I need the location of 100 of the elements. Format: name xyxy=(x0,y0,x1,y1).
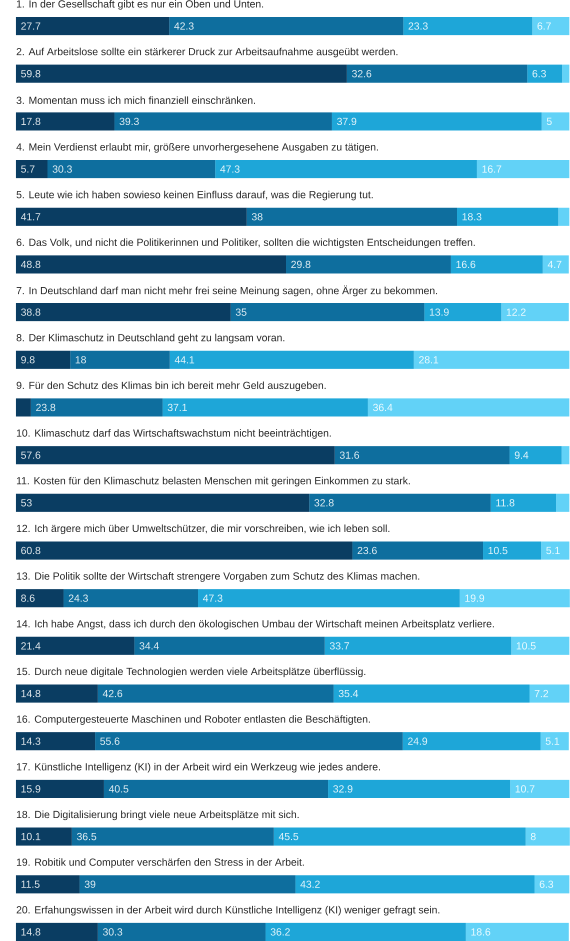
data-label: 37.1 xyxy=(168,404,187,412)
bar xyxy=(541,541,570,560)
bar xyxy=(368,398,570,417)
bar xyxy=(490,494,556,512)
bar xyxy=(16,828,72,846)
data-label: 5 xyxy=(546,118,552,125)
bar xyxy=(169,16,404,36)
bar xyxy=(286,255,451,274)
bar xyxy=(198,589,460,608)
data-label: 6.3 xyxy=(532,70,546,78)
bar xyxy=(64,589,198,608)
y-tick-label: 6. Das Volk, und nicht die Politikerinnen und Politiker, sollten die wichtigsten Entscheidungen treffen. xyxy=(16,238,475,248)
data-label: 18.3 xyxy=(462,213,482,220)
y-tick-label: 8. Der Klimaschutz in Deutschland geht zu langsam voran. xyxy=(16,334,284,344)
data-label: 42.6 xyxy=(102,690,122,698)
data-label: 9.8 xyxy=(21,356,35,364)
bar xyxy=(532,16,570,36)
bar xyxy=(16,64,347,83)
y-tick-label: 19. Robitik und Computer verschärfen den Stress in der Arbeit. xyxy=(16,858,304,868)
data-label: 59.8 xyxy=(21,70,40,78)
bar xyxy=(16,398,31,417)
y-tick-label: 7. In Deutschland darf man nicht mehr frei seine Meinung sagen, ohne Ärger zu bekommen. xyxy=(16,286,438,296)
data-label: 38.8 xyxy=(21,308,40,316)
bar xyxy=(328,780,510,798)
bar xyxy=(16,160,48,178)
bar xyxy=(16,112,115,130)
bar xyxy=(402,732,541,750)
data-label: 45.5 xyxy=(278,832,298,840)
bar xyxy=(510,446,562,464)
bar xyxy=(540,732,569,750)
bar xyxy=(16,732,96,750)
bar xyxy=(466,922,569,941)
data-label: 47.3 xyxy=(220,165,240,173)
data-label: 41.7 xyxy=(20,213,40,220)
data-label: 10.5 xyxy=(516,642,536,650)
bar xyxy=(526,828,570,846)
bar xyxy=(95,732,403,750)
bar xyxy=(334,684,530,703)
bar xyxy=(16,875,80,894)
data-label: 48.8 xyxy=(20,260,40,268)
bar xyxy=(534,875,570,894)
data-label: 36.2 xyxy=(270,928,290,936)
data-label: 37.9 xyxy=(337,118,356,126)
bar xyxy=(16,589,64,608)
data-label: 36.5 xyxy=(77,832,96,840)
data-label: 11.8 xyxy=(496,499,514,506)
y-tick-label: 5. Leute wie ich haben sowieso keinen Einfluss darauf, was die Regierung tut. xyxy=(16,190,373,200)
data-label: 18 xyxy=(76,356,86,364)
data-label: 15.9 xyxy=(22,785,40,793)
data-label: 23.3 xyxy=(408,22,428,30)
bar xyxy=(274,828,526,846)
data-label: 21.4 xyxy=(21,642,41,650)
y-tick-label: 18. Die Digitalisierung bringt viele neue Arbeitsplätze mit sich. xyxy=(16,810,299,820)
bar xyxy=(483,541,542,560)
bar xyxy=(530,684,570,703)
data-label: 30.3 xyxy=(52,165,72,173)
bar xyxy=(114,112,332,130)
y-tick-label: 12. Ich ärgere mich über Umweltschützer, die mir vorschreiben, wie ich leben soll. xyxy=(16,524,390,534)
bar xyxy=(170,350,414,369)
bar xyxy=(558,208,570,226)
data-label: 10.5 xyxy=(488,546,508,554)
bar xyxy=(16,208,247,226)
y-tick-label: 10. Klimaschutz darf das Wirtschaftswachstum nicht beeinträchtigen. xyxy=(16,429,331,439)
data-label: 9.4 xyxy=(514,451,528,459)
bar xyxy=(352,541,484,560)
bar xyxy=(511,636,570,655)
data-label: 23.8 xyxy=(36,404,56,412)
data-label: 39 xyxy=(84,880,96,888)
bar xyxy=(332,112,542,130)
y-tick-label: 15. Durch neue digitale Technologien werden viele Arbeitsplätze überflüssig. xyxy=(16,668,366,678)
bar xyxy=(30,398,163,417)
bar xyxy=(457,208,558,226)
data-label: 47.3 xyxy=(203,594,222,602)
bar xyxy=(403,16,532,36)
y-tick-label: 13. Die Politik sollte der Wirtschaft strengere Vorgaben zum Schutz des Klimas machen. xyxy=(16,572,420,582)
bar xyxy=(215,160,477,178)
bar xyxy=(16,684,98,703)
data-label: 55.6 xyxy=(100,738,120,745)
data-label: 42.3 xyxy=(174,22,194,30)
data-label: 44.1 xyxy=(174,356,194,364)
bar xyxy=(476,160,570,178)
y-tick-label: 16. Computergesteuerte Maschinen und Roboter entlasten die Beschäftigten. xyxy=(16,715,370,725)
bar xyxy=(309,494,491,512)
data-label: 4.7 xyxy=(548,260,562,268)
data-label: 32.6 xyxy=(352,70,372,78)
data-label: 24.9 xyxy=(408,738,428,745)
bar xyxy=(16,255,286,274)
data-label: 35 xyxy=(236,308,247,316)
bar xyxy=(230,303,424,322)
data-label: 29.8 xyxy=(291,260,310,268)
data-label: 32.9 xyxy=(333,785,352,793)
data-label: 30.3 xyxy=(103,928,122,936)
data-label: 18.6 xyxy=(471,928,490,936)
bar xyxy=(246,208,458,226)
bar xyxy=(16,494,310,512)
data-label: 35.4 xyxy=(338,690,358,698)
data-label: 28.1 xyxy=(419,356,438,364)
bar xyxy=(542,112,570,130)
bar xyxy=(295,875,535,894)
data-label: 38 xyxy=(252,213,263,220)
